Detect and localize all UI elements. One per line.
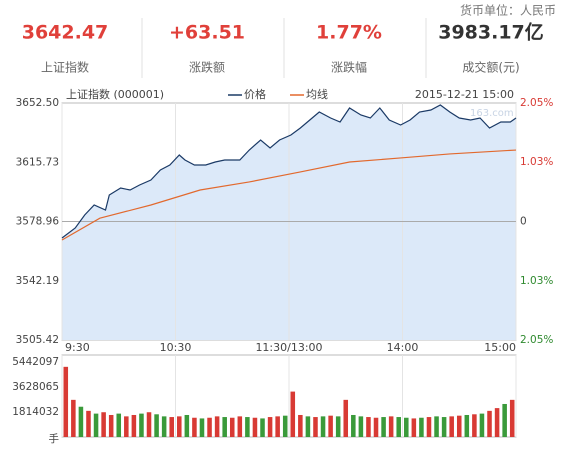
volume-bar (335, 416, 341, 437)
y2-tick-label: 1.03% (520, 156, 553, 168)
volume-bar (366, 417, 371, 437)
volume-bar (343, 399, 349, 437)
volume-bar (351, 414, 356, 437)
volume-bar (207, 417, 212, 437)
stat-label: 成交额(元) (462, 60, 519, 75)
volume-bar (426, 417, 432, 437)
y2-tick-label: 2.05% (520, 97, 553, 109)
volume-bar (146, 412, 152, 437)
volume-bar (404, 417, 409, 437)
volume-bar (381, 417, 386, 437)
volume-bar (313, 417, 318, 437)
volume-bar (411, 418, 417, 437)
volume-bar (177, 416, 182, 437)
y2-tick-label: 2.05% (520, 334, 553, 346)
volume-bar (86, 410, 91, 437)
volume-bar (419, 417, 424, 437)
volume-bar (275, 416, 280, 437)
volume-bar (116, 413, 122, 437)
y-tick-label: 3615.73 (16, 156, 59, 168)
series-line (61, 149, 517, 241)
legend-label: 价格 (244, 87, 266, 101)
volume-bar (487, 410, 492, 437)
y-tick-label: 3652.50 (16, 97, 59, 109)
volume-tick-label: 3628065 (12, 381, 59, 393)
volume-bar (124, 416, 129, 437)
volume-bar (388, 416, 394, 437)
volume-bar (456, 415, 462, 437)
volume-bar (161, 416, 167, 437)
volume-bar (214, 416, 220, 437)
volume-bar (298, 414, 303, 437)
legend-label: 均线 (306, 87, 328, 101)
y-tick-label: 3578.96 (16, 216, 60, 228)
volume-bar (169, 417, 174, 437)
x-tick-label: 9:30 (65, 341, 90, 354)
volume-bar (252, 417, 258, 437)
volume-bar (441, 417, 447, 437)
volume-bar (305, 416, 311, 437)
volume-bar (373, 417, 379, 437)
volume-bar (509, 399, 515, 437)
volume-bar (472, 414, 477, 437)
series-line (61, 104, 517, 239)
volume-bar (502, 403, 507, 437)
volume-bar (320, 416, 326, 437)
currency-unit: 货币单位：人民币 (460, 3, 556, 18)
volume-bar (222, 417, 227, 437)
volume-bar (199, 418, 205, 437)
volume-bar (78, 406, 84, 437)
y-tick-label: 3505.42 (16, 334, 59, 346)
volume-bar (131, 414, 137, 437)
volume-unit: 手 (49, 432, 60, 445)
volume-tick-label: 5442097 (12, 356, 59, 368)
volume-bar (494, 408, 500, 437)
volume-bar (267, 417, 273, 437)
x-tick-label: 15:00 (484, 341, 516, 354)
stat-label: 上证指数 (41, 60, 89, 75)
stat-value: 1.77% (316, 22, 382, 44)
watermark: 163.com (470, 108, 514, 119)
volume-bar (63, 366, 69, 437)
stat-label: 涨跌额 (189, 60, 225, 75)
volume-bar (434, 416, 439, 437)
volume-bar (139, 413, 144, 437)
chart-title: 上证指数 (000001) (66, 87, 164, 101)
volume-bar (479, 413, 485, 437)
volume-bar (245, 417, 250, 437)
volume-bar (358, 416, 364, 437)
x-tick-label: 11:30/13:00 (255, 341, 322, 354)
y2-tick-label: 1.03% (520, 275, 553, 287)
volume-bar (328, 415, 333, 437)
volume-bar (154, 414, 159, 437)
stat-value: 3983.17亿 (438, 21, 544, 44)
volume-bar (282, 415, 288, 437)
x-tick-label: 14:00 (387, 341, 419, 354)
stat-value: +63.51 (169, 22, 245, 44)
y2-tick-label: 0 (520, 216, 527, 228)
stat-value: 3642.47 (22, 22, 109, 44)
volume-bar (184, 414, 190, 437)
y-tick-label: 3542.19 (16, 275, 59, 287)
timestamp: 2015-12-21 15:00 (415, 88, 514, 101)
x-tick-label: 10:30 (160, 341, 192, 354)
volume-bar (396, 417, 401, 437)
volume-tick-label: 1814032 (12, 406, 59, 418)
volume-bar (290, 391, 296, 437)
volume-bar (449, 416, 454, 437)
volume-bar (108, 414, 114, 437)
volume-bar (260, 418, 265, 437)
volume-bar (229, 417, 235, 437)
volume-bar (71, 399, 76, 437)
stat-label: 涨跌幅 (331, 60, 367, 75)
volume-bar (93, 413, 99, 437)
volume-bar (464, 414, 470, 437)
volume-bar (237, 416, 243, 437)
volume-bar (192, 417, 197, 437)
volume-bar (101, 412, 106, 437)
